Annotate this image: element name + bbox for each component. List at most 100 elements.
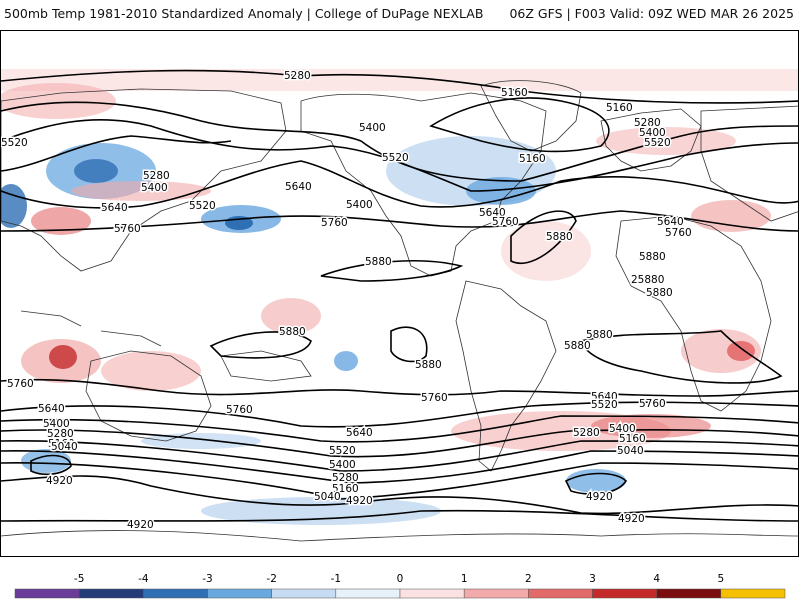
contour-label: 5640 — [591, 391, 618, 403]
map-title: 500mb Temp 1981-2010 Standardized Anomal… — [4, 6, 484, 21]
map-panel: 5280 5160 5280 5400 5520 5160 5400 5520 … — [0, 30, 799, 557]
contour-label: 5760 — [639, 398, 666, 410]
contour-4920-south — [1, 475, 798, 515]
contour-5280-south — [1, 440, 798, 472]
contour-label: 5160 — [48, 438, 75, 450]
contour-label: 5400 — [141, 182, 168, 194]
model-run-info: 06Z GFS | F003 Valid: 09Z WED MAR 26 202… — [509, 6, 794, 21]
anomaly-warm-area — [1, 83, 116, 119]
contour-label: 5520 — [382, 152, 409, 164]
contour-label: 5400 — [639, 127, 666, 139]
colorbar-swatches — [14, 588, 786, 599]
colorbar-swatch — [207, 588, 272, 599]
colorbar-swatch — [143, 588, 208, 599]
contour-label: 5880 — [365, 256, 392, 268]
world-map: 5280 5160 5280 5400 5520 5160 5400 5520 … — [1, 69, 798, 542]
contour-label: 5160 — [332, 483, 359, 495]
colorbar-tick-label: 4 — [653, 573, 660, 585]
anomaly-cold-area — [21, 449, 71, 473]
anomaly-warm-area — [501, 221, 591, 281]
colorbar-tick-label: -3 — [202, 573, 212, 585]
contour-5880-south-atlantic — [579, 330, 783, 384]
contour-5160-arctic — [429, 97, 610, 153]
contour-label: 5640 — [657, 216, 684, 228]
contour-5040-south — [1, 462, 798, 500]
contour-label: 5880 — [564, 340, 591, 352]
contour-label: 5640 — [285, 181, 312, 193]
anomaly-warm-core — [727, 341, 755, 361]
greenland-outline — [480, 80, 582, 152]
colorbar-tick-label: -5 — [74, 573, 84, 585]
australia-outline — [85, 350, 212, 442]
contour-label: 5280 — [573, 427, 600, 439]
colorbar-tick-labels: -5 -4 -3 -2 -1 0 1 2 3 4 5 — [74, 573, 724, 585]
contour-label: 5280 — [634, 117, 661, 129]
contour-5400-south — [1, 429, 798, 458]
anomaly-warm-area — [31, 207, 91, 235]
contour-label: 5760 — [492, 216, 519, 228]
colorbar-tick-label: -1 — [331, 573, 341, 585]
contour-label: 5880 — [646, 287, 673, 299]
contour-4920-southeast — [564, 472, 628, 495]
contour-label: 5520 — [1, 137, 28, 149]
contour-label: 5400 — [329, 459, 356, 471]
europe-outline — [600, 108, 702, 172]
anomaly-warm-area — [681, 329, 761, 373]
colorbar-swatch — [720, 588, 786, 599]
colorbar-swatch — [463, 588, 529, 599]
colorbar-swatch — [335, 588, 401, 599]
anomaly-cold-core — [74, 159, 118, 183]
contour-label: 5880 — [639, 251, 666, 263]
anomaly-warm-area — [591, 414, 711, 438]
colorbar-tick-label: 5 — [717, 573, 724, 585]
contour-5520-south — [1, 415, 798, 443]
colorbar-swatch — [78, 588, 144, 599]
colorbar-swatch — [528, 588, 593, 599]
contour-label: 5520 — [591, 399, 618, 411]
contour-label: 5400 — [346, 199, 373, 211]
contour-label: 5280 — [47, 428, 74, 440]
contour-label: 5040 — [617, 445, 644, 457]
colorbar-swatch — [656, 588, 722, 599]
contour-labels: 5280 5160 5280 5400 5520 5160 5400 5520 … — [1, 69, 693, 533]
contour-label: 5280 — [284, 70, 311, 82]
contour-4920-southwest — [30, 454, 72, 476]
contour-label: 5760 — [7, 378, 34, 390]
coastlines — [1, 80, 798, 542]
anomaly-warm-core — [49, 345, 77, 369]
colorbar-tick-label: 0 — [397, 573, 404, 585]
colorbar-tick-label: 2 — [525, 573, 532, 585]
contour-5880-pacific — [320, 260, 464, 282]
contour-4920-antarctic — [1, 509, 798, 522]
asia-outline — [1, 88, 798, 272]
colorbar-tick-label: -4 — [138, 573, 149, 585]
colorbar-tick-label: -2 — [266, 573, 276, 585]
contour-label: 5880 — [279, 326, 306, 338]
contour-label: 5760 — [665, 227, 692, 239]
contour-label: 5640 — [591, 391, 618, 403]
contour-label: 5400 — [609, 423, 636, 435]
contour-label: 4920 — [46, 475, 73, 487]
contour-5280-north — [1, 69, 798, 104]
contour-label: 4920 — [127, 519, 154, 531]
contour-label: 5160 — [619, 433, 646, 445]
contour-5880-south-america — [390, 326, 428, 363]
anomaly-colorbar: -5 -4 -3 -2 -1 0 1 2 3 4 5 — [14, 573, 786, 599]
colorbar-swatch — [14, 588, 80, 599]
north-america-outline — [300, 92, 547, 277]
contour-label: 5760 — [226, 404, 253, 416]
colorbar-swatch — [592, 588, 657, 599]
height-contours — [1, 69, 798, 522]
contour-label: 5640 — [479, 207, 506, 219]
colorbar-tick-label: 3 — [589, 573, 596, 585]
contour-label: 5280 — [143, 170, 170, 182]
contour-label: 4920 — [346, 495, 373, 507]
contour-5160-west — [1, 135, 232, 172]
contour-label: 5160 — [606, 102, 633, 114]
contour-label: 5520 — [644, 137, 671, 149]
contour-label: 5760 — [421, 392, 448, 404]
contour-label: 5280 — [332, 472, 359, 484]
contour-label: 5160 — [501, 87, 528, 99]
contour-label: 5880 — [546, 231, 573, 243]
contour-label: 5400 — [43, 418, 70, 430]
